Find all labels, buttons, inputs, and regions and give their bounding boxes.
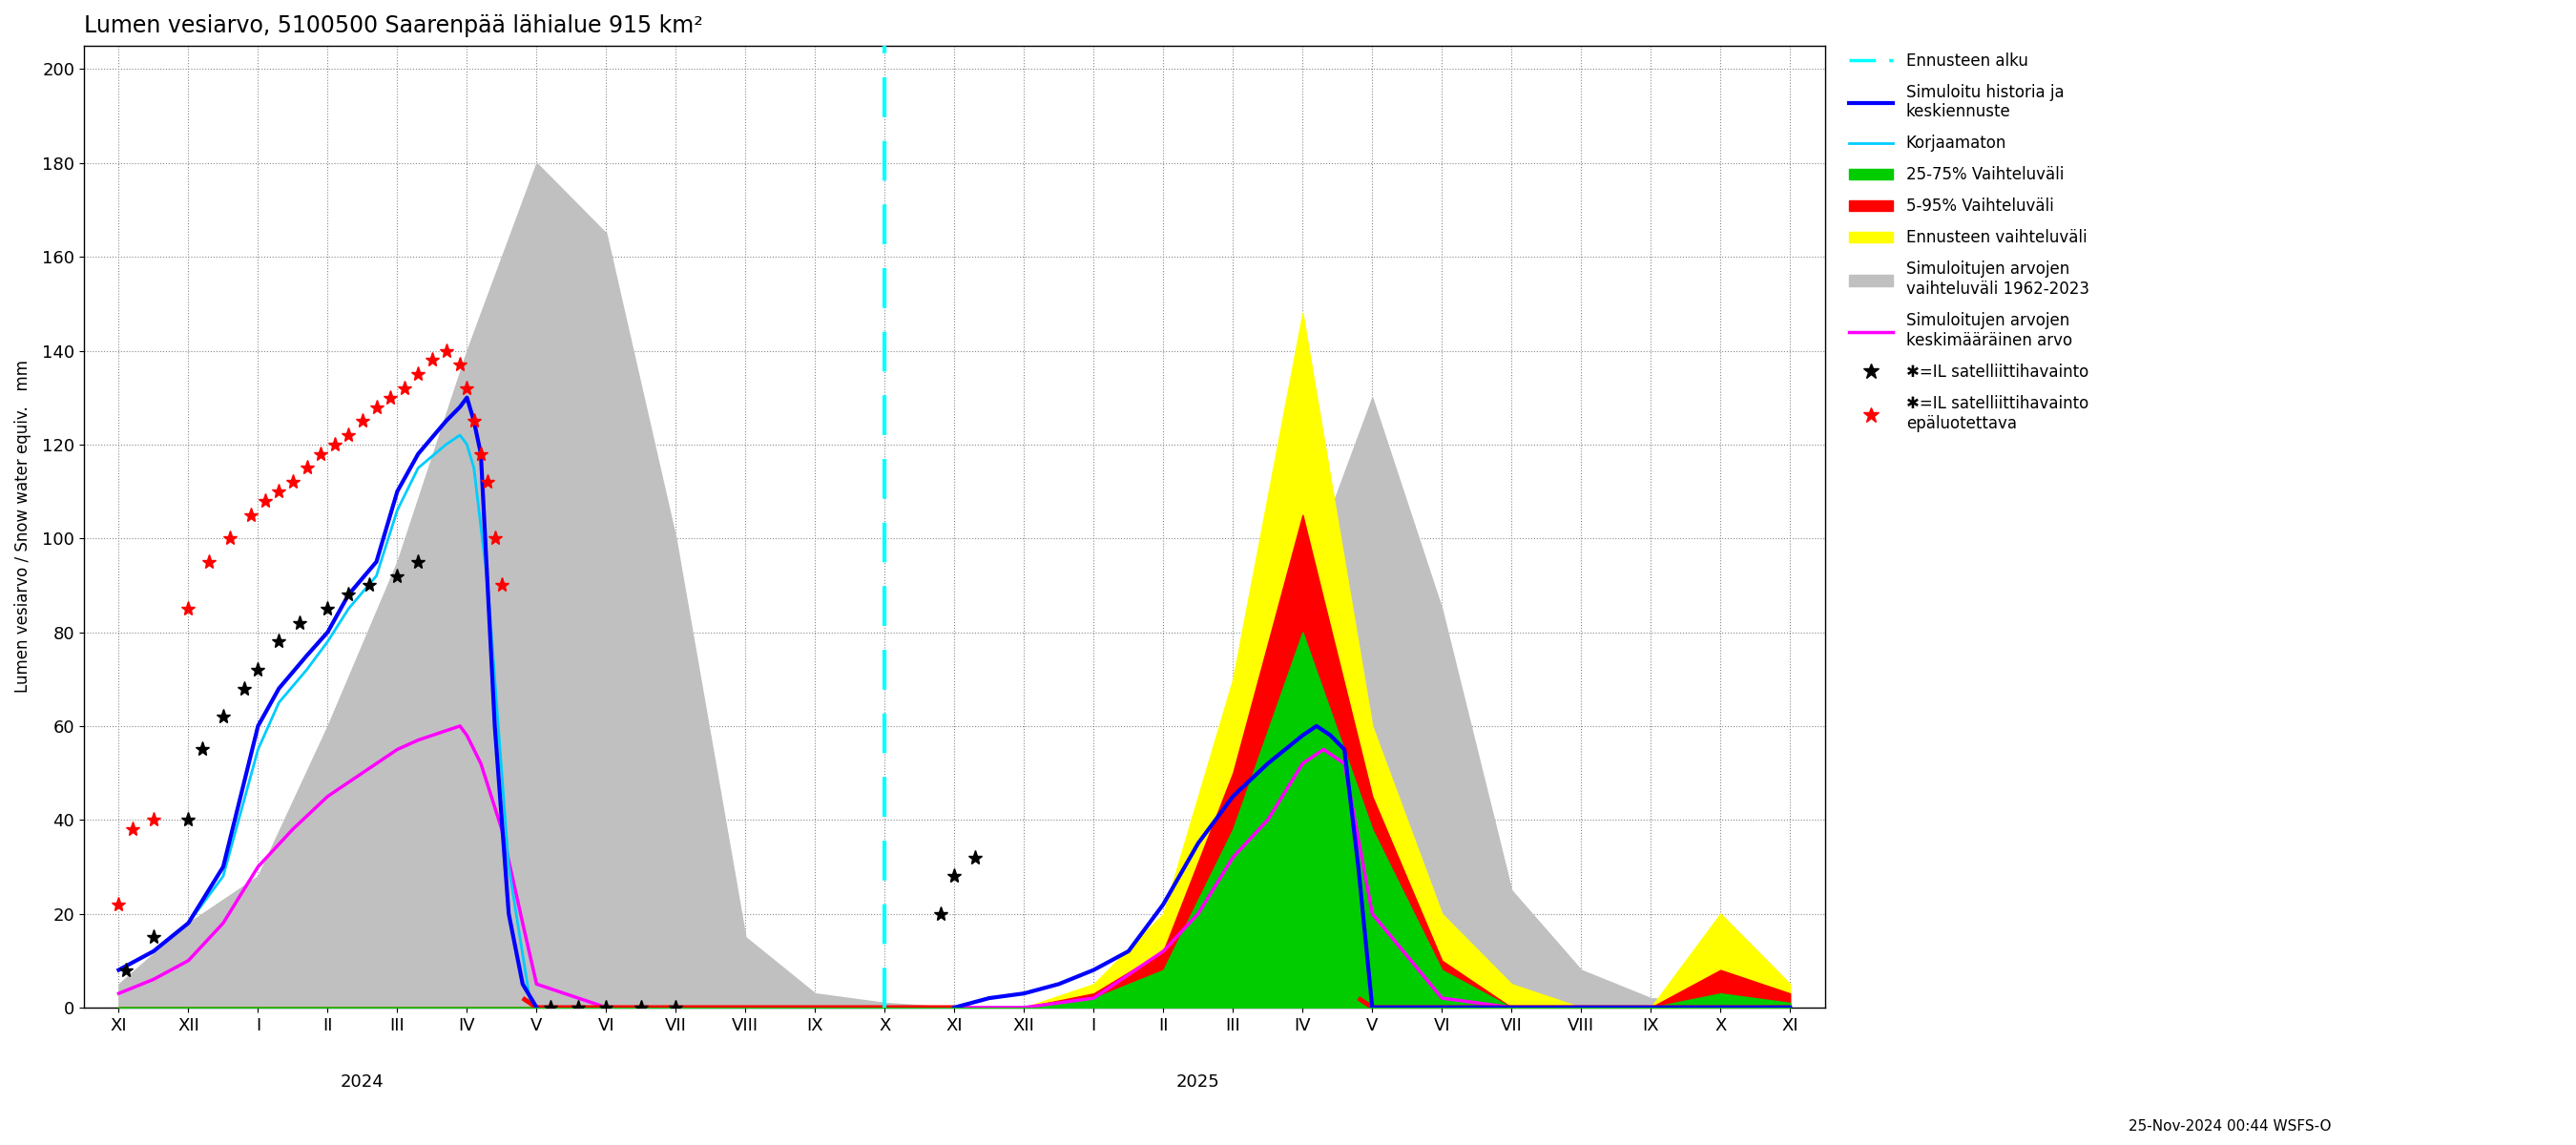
- Legend: Ennusteen alku, Simuloitu historia ja
keskiennuste, Korjaamaton, 25-75% Vaihtelu: Ennusteen alku, Simuloitu historia ja ke…: [1842, 46, 2094, 439]
- Text: Lumen vesiarvo, 5100500 Saarenpää lähialue 915 km²: Lumen vesiarvo, 5100500 Saarenpää lähial…: [85, 14, 703, 37]
- Text: 2024: 2024: [340, 1073, 384, 1090]
- Y-axis label: Lumen vesiarvo / Snow water equiv.   mm: Lumen vesiarvo / Snow water equiv. mm: [15, 360, 31, 693]
- Text: 25-Nov-2024 00:44 WSFS-O: 25-Nov-2024 00:44 WSFS-O: [2128, 1120, 2331, 1134]
- Text: 2025: 2025: [1177, 1073, 1221, 1090]
